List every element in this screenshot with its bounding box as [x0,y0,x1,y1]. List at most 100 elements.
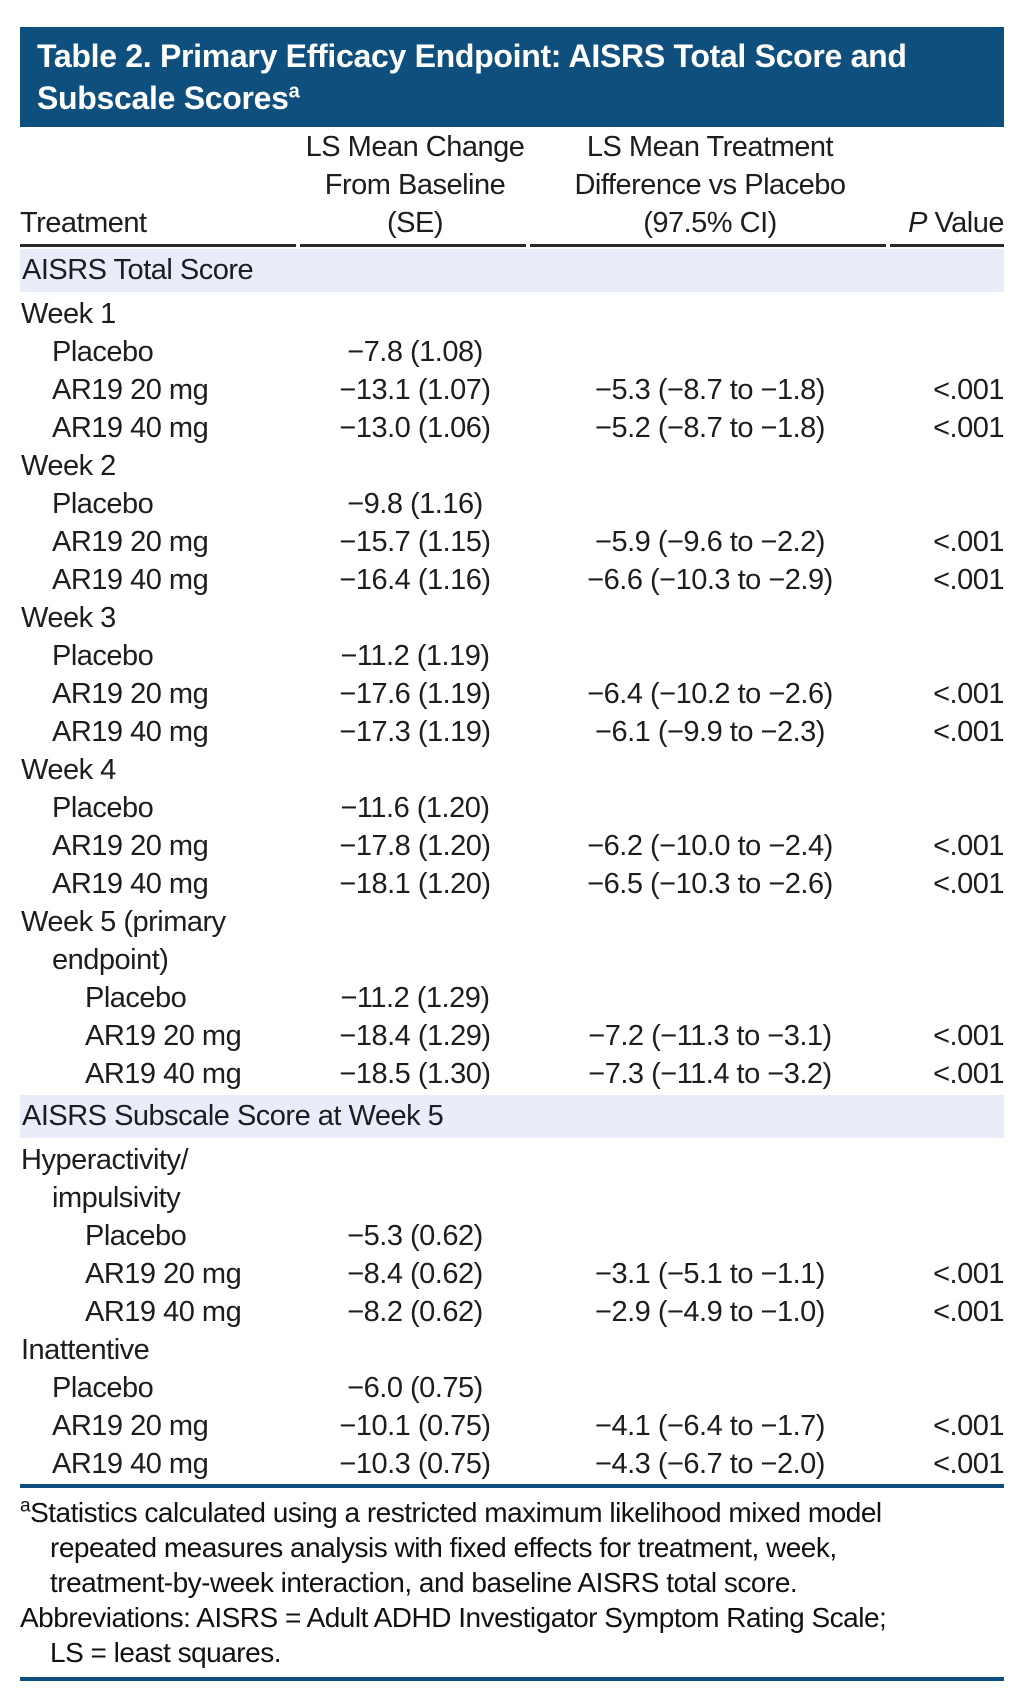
change-cell: −11.2 (1.29) [340,982,490,1014]
treatment-cell: Placebo [85,1220,187,1252]
pvalue-cell: <.001 [933,374,1004,406]
pvalue-cell [890,637,1004,675]
change-cell: −10.3 (0.75) [339,1448,491,1480]
treatment-cell: AR19 20 mg [52,374,209,406]
treatment-cell: AR19 40 mg [85,1058,242,1090]
diff-cell: −6.5 (−10.3 to −2.6) [587,868,833,900]
treatment-cell: Placebo [52,488,154,520]
header-rule-segment-1 [20,244,296,247]
footnote-a-line: repeated measures analysis with fixed ef… [20,1530,1004,1565]
change-cell: −16.4 (1.16) [339,564,491,596]
diff-cell: −2.9 (−4.9 to −1.0) [595,1296,825,1328]
group-row: Inattentive [20,1331,1004,1369]
change-cell: −15.7 (1.15) [339,526,491,558]
table-title-line2-text: Subscale Scores [37,80,289,116]
treatment-cell: AR19 20 mg [85,1258,242,1290]
section-band: AISRS Total Score [20,249,1004,292]
section-band-label: AISRS Total Score [22,254,254,286]
treatment-cell: AR19 40 mg [52,564,209,596]
footnote-abbreviations-line: Abbreviations: AISRS = Adult ADHD Invest… [20,1602,887,1633]
treatment-cell: Placebo [52,1372,154,1404]
treatment-cell: Placebo [52,336,154,368]
pvalue-cell: <.001 [933,678,1004,710]
table-row: AR19 40 mg −10.3 (0.75) −4.3 (−6.7 to −2.0… [20,1445,1005,1483]
diff-cell: −4.3 (−6.7 to −2.0) [595,1448,825,1480]
table-row: AR19 20 mg −17.6 (1.19) −6.4 (−10.2 to −2.… [20,675,1005,713]
table-row: AR19 40 mg −8.2 (0.62) −2.9 (−4.9 to −1.0)… [20,1293,1005,1331]
group-label-line1: Week 5 (primary [21,906,226,938]
diff-cell: −6.6 (−10.3 to −2.9) [587,564,833,596]
pvalue-cell: <.001 [933,564,1004,596]
diff-cell [530,485,890,523]
table-row: AR19 20 mg −17.8 (1.20) −6.2 (−10.0 to −2.… [20,827,1005,865]
footnote-a-marker: a [20,1495,31,1517]
treatment-cell: AR19 40 mg [52,868,209,900]
group-label: Week 1 [21,298,116,330]
group-label: Week 2 [21,450,116,482]
diff-cell: −3.1 (−5.1 to −1.1) [595,1258,825,1290]
treatment-cell: AR19 20 mg [85,1020,242,1052]
footnote-a-line: aStatistics calculated using a restricte… [20,1495,1004,1530]
ls-mean-change-line2: From Baseline (SE) [324,169,506,239]
pvalue-cell [890,1217,1004,1255]
change-cell: −13.1 (1.07) [339,374,491,406]
change-cell: −6.0 (0.75) [347,1372,483,1404]
diff-cell [530,333,890,371]
change-cell: −11.2 (1.19) [340,640,490,672]
pvalue-cell [890,485,1004,523]
table-row: Placebo −6.0 (0.75) [20,1369,1004,1407]
diff-cell: −7.3 (−11.4 to −3.2) [588,1058,832,1090]
pvalue-cell: <.001 [933,1410,1004,1442]
header-rule-segment-4 [890,244,1004,247]
group-label: Week 5 (primary endpoint) [20,903,300,979]
table-row: AR19 20 mg −10.1 (0.75) −4.1 (−6.4 to −1.7… [20,1407,1005,1445]
change-cell: −13.0 (1.06) [339,412,491,444]
column-header-treatment-difference: LS Mean Treatment Difference vs Placebo … [530,128,890,242]
column-header-p-value: P Value [890,204,1004,242]
group-label-line2: impulsivity [52,1182,181,1214]
group-label-line1: Hyperactivity/ [21,1144,189,1176]
change-cell: −17.3 (1.19) [339,716,491,748]
group-label: Hyperactivity/impulsivity [20,1141,300,1217]
table-row: AR19 40 mg −16.4 (1.16) −6.6 (−10.3 to −2.… [20,561,1005,599]
group-row: Hyperactivity/impulsivity [20,1141,1004,1217]
diff-cell: −5.2 (−8.7 to −1.8) [595,412,825,444]
group-label: Inattentive [21,1334,150,1366]
footnote-abbreviations-line: LS = least squares. [50,1637,281,1668]
difference-line1: LS Mean Treatment [586,131,834,163]
table-row: AR19 40 mg −18.1 (1.20) −6.5 (−10.3 to −2.… [20,865,1005,903]
diff-cell [530,1217,890,1255]
pvalue-cell [890,1369,1004,1407]
group-row: Week 2 [20,447,1004,485]
treatment-cell: AR19 20 mg [52,830,209,862]
treatment-cell: AR19 40 mg [52,412,209,444]
table-row: AR19 20 mg −18.4 (1.29) −7.2 (−11.3 to −3.… [20,1017,1005,1055]
column-header-ls-mean-change: LS Mean Change From Baseline (SE) [300,128,530,242]
diff-cell: −5.3 (−8.7 to −1.8) [595,374,825,406]
section-band-label: AISRS Subscale Score at Week 5 [22,1100,444,1132]
pvalue-cell [890,333,1004,371]
footnote-a-text: repeated measures analysis with fixed ef… [50,1532,837,1563]
treatment-cell: Placebo [52,792,154,824]
table-row: Placebo −7.8 (1.08) [20,333,1004,371]
treatment-cell: Placebo [85,982,187,1014]
pvalue-cell: <.001 [933,526,1004,558]
table-figure: Table 2. Primary Efficacy Endpoint: AISR… [20,27,1005,1681]
section-band: AISRS Subscale Score at Week 5 [20,1095,1004,1138]
diff-cell: −7.2 (−11.3 to −3.1) [588,1020,832,1052]
table-row: AR19 40 mg −13.0 (1.06) −5.2 (−8.7 to −1.8… [20,409,1005,447]
table-row: Placebo −11.2 (1.19) [20,637,1004,675]
table-title-line2: Subscale Scoresa [37,77,988,119]
table-bottom-rule [20,1484,1004,1488]
diff-cell [530,1369,890,1407]
pvalue-cell: <.001 [933,1020,1004,1052]
footnote-a: aStatistics calculated using a restricte… [20,1495,1004,1600]
table-row: AR19 20 mg −15.7 (1.15) −5.9 (−9.6 to −2.2… [20,523,1005,561]
ls-mean-change-line1: LS Mean Change [305,131,525,163]
table-body: AISRS Total Score Week 1 Placebo −7.8 (1.08… [20,249,1005,1483]
change-cell: −10.1 (0.75) [339,1410,491,1442]
header-rule-segment-2 [300,244,526,247]
pvalue-cell: <.001 [933,830,1004,862]
footnote-abbreviations: Abbreviations: AISRS = Adult ADHD Invest… [20,1600,1004,1670]
pvalue-cell: <.001 [933,1258,1004,1290]
